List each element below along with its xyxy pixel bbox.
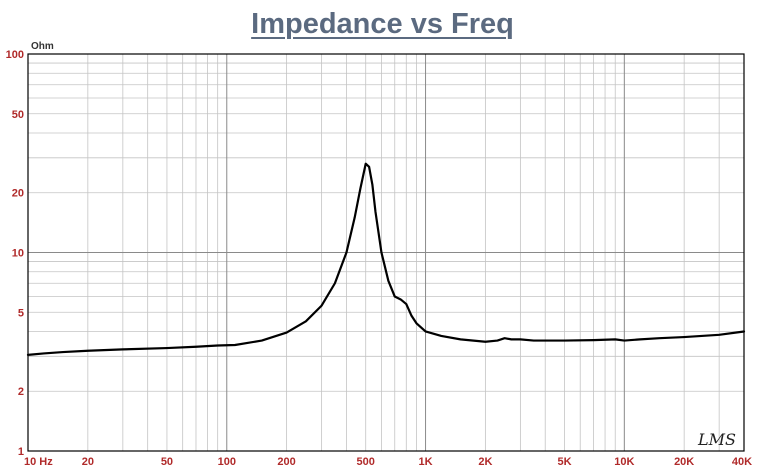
y-tick-label: 5 <box>18 307 24 319</box>
x-tick-label: 5K <box>557 456 571 468</box>
plot-frame <box>27 53 745 452</box>
x-tick-label: 50 <box>161 456 173 468</box>
lms-logo: LMS <box>697 430 736 449</box>
y-axis-unit-label: Ohm <box>31 41 54 52</box>
x-tick-label: 200 <box>277 456 295 468</box>
x-tick-label: 100 <box>218 456 236 468</box>
y-tick-label: 50 <box>12 109 24 121</box>
y-tick-label: 100 <box>6 49 24 61</box>
x-tick-labels: 10 Hz 20 50 100 200 500 1K 2K 5K 10K 20K 40K <box>24 456 752 468</box>
x-tick-label: 500 <box>357 456 375 468</box>
y-tick-label: 2 <box>18 386 24 398</box>
impedance-curve <box>26 162 746 356</box>
x-tick-label: 2K <box>478 456 492 468</box>
y-tick-labels: 100 50 20 10 5 2 1 <box>6 49 24 458</box>
y-tick-label: 20 <box>12 188 24 200</box>
x-tick-label: 10K <box>614 456 634 468</box>
x-tick-label: 1K <box>419 456 433 468</box>
x-tick-label: 20 <box>82 456 94 468</box>
chart-title: Impedance vs Freq <box>251 8 514 40</box>
x-tick-label: 10 Hz <box>24 456 53 468</box>
y-tick-label: 1 <box>18 446 24 458</box>
y-tick-label: 10 <box>12 248 24 260</box>
x-tick-label: 40K <box>732 456 752 468</box>
x-tick-label: 20K <box>674 456 694 468</box>
